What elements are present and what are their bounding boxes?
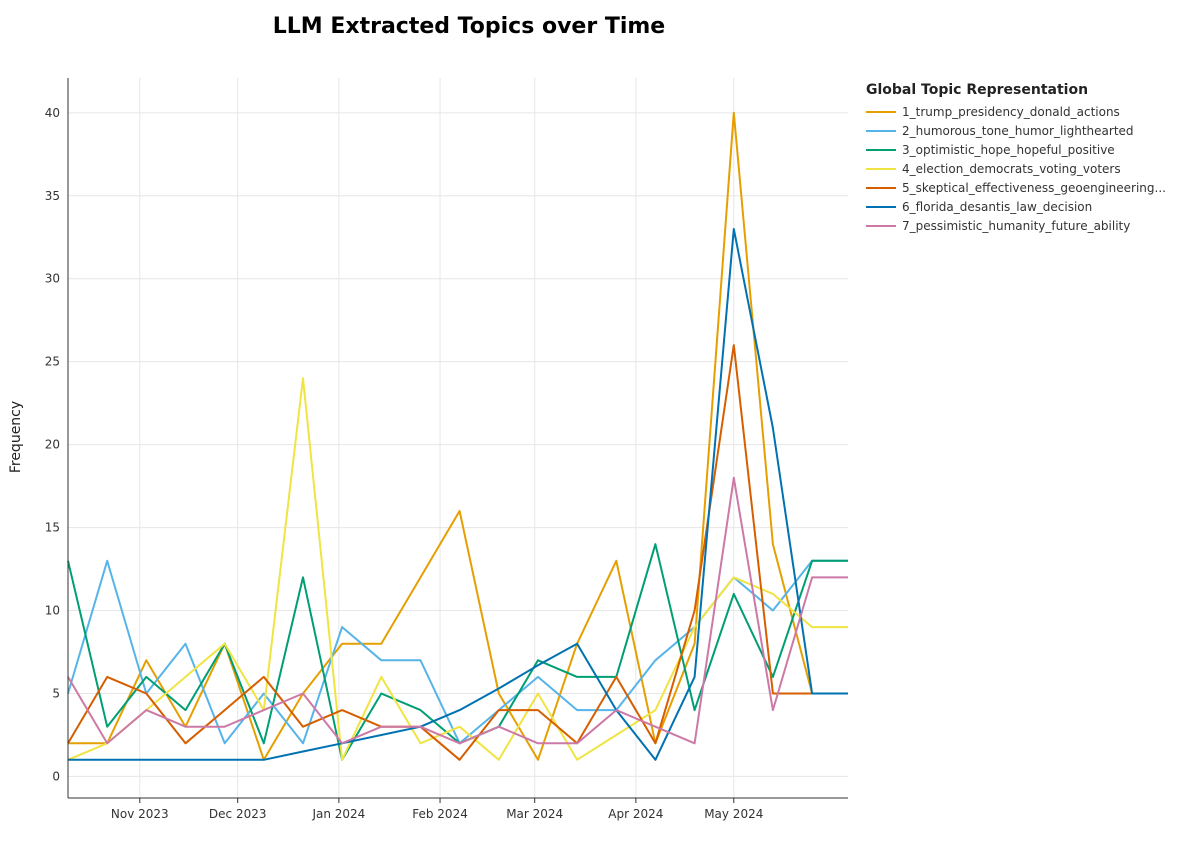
legend-label: 5_skeptical_effectiveness_geoengineering… xyxy=(902,180,1166,195)
legend-swatch xyxy=(866,186,896,189)
legend-item-6[interactable]: 6_florida_desantis_law_decision xyxy=(866,197,1182,216)
x-tick-label: May 2024 xyxy=(704,807,763,821)
series-line-7 xyxy=(67,476,848,745)
y-tick-label: 10 xyxy=(45,604,60,618)
chart-title: LLM Extracted Topics over Time xyxy=(272,14,666,39)
legend-swatch xyxy=(866,148,896,151)
grid-lines xyxy=(68,78,848,798)
legend-label: 6_florida_desantis_law_decision xyxy=(902,199,1093,214)
y-tick-label: 0 xyxy=(52,769,60,783)
axes: 0 5 10 15 20 25 30 35 40 Nov 2023 Dec 2023 Jan 2024… xyxy=(45,78,848,821)
legend-label: 2_humorous_tone_humor_lighthearted xyxy=(902,123,1134,138)
y-tick-label: 5 xyxy=(52,686,60,700)
y-tick-label: 35 xyxy=(45,189,60,203)
legend-item-4[interactable]: 4_election_democrats_voting_voters xyxy=(866,159,1182,178)
series-lines xyxy=(67,111,848,761)
y-tick-label: 25 xyxy=(45,355,60,369)
legend-swatch xyxy=(866,129,896,132)
legend-item-1[interactable]: 1_trump_presidency_donald_actions xyxy=(866,102,1182,121)
legend-label: 7_pessimistic_humanity_future_ability xyxy=(902,218,1131,233)
legend-item-7[interactable]: 7_pessimistic_humanity_future_ability xyxy=(866,216,1182,235)
legend-item-3[interactable]: 3_optimistic_hope_hopeful_positive xyxy=(866,140,1182,159)
y-tick-label: 40 xyxy=(45,106,60,120)
series-line-6 xyxy=(68,228,848,761)
legend-swatch xyxy=(866,205,896,208)
legend-swatch xyxy=(866,110,896,113)
legend-label: 4_election_democrats_voting_voters xyxy=(902,161,1121,176)
legend-label: 3_optimistic_hope_hopeful_positive xyxy=(902,142,1115,157)
series-line-4 xyxy=(67,377,848,761)
series-line-2 xyxy=(67,559,848,745)
x-tick-label: Mar 2024 xyxy=(506,807,563,821)
plot-area: 0 5 10 15 20 25 30 35 40 Nov 2023 Dec 2023 Jan 2024… xyxy=(45,78,848,821)
series-line-1 xyxy=(68,111,848,761)
legend-label: 1_trump_presidency_donald_actions xyxy=(902,104,1120,119)
y-tick-label: 30 xyxy=(45,272,60,286)
series-line-5 xyxy=(67,344,848,761)
legend-swatch xyxy=(866,167,896,170)
legend: Global Topic Representation 1_trump_pres… xyxy=(866,82,1182,235)
legend-item-5[interactable]: 5_skeptical_effectiveness_geoengineering… xyxy=(866,178,1182,197)
legend-swatch xyxy=(866,224,896,227)
legend-items: 1_trump_presidency_donald_actions 2_humor… xyxy=(866,102,1182,235)
x-tick-label: Apr 2024 xyxy=(608,807,663,821)
y-tick-label: 15 xyxy=(45,521,60,535)
x-tick-label: Jan 2024 xyxy=(311,807,365,821)
legend-item-2[interactable]: 2_humorous_tone_humor_lighthearted xyxy=(866,121,1182,140)
x-tick-label: Dec 2023 xyxy=(209,807,267,821)
legend-title: Global Topic Representation xyxy=(866,82,1089,98)
x-tick-label: Feb 2024 xyxy=(412,807,468,821)
x-tick-label: Nov 2023 xyxy=(111,807,169,821)
y-tick-label: 20 xyxy=(45,438,60,452)
